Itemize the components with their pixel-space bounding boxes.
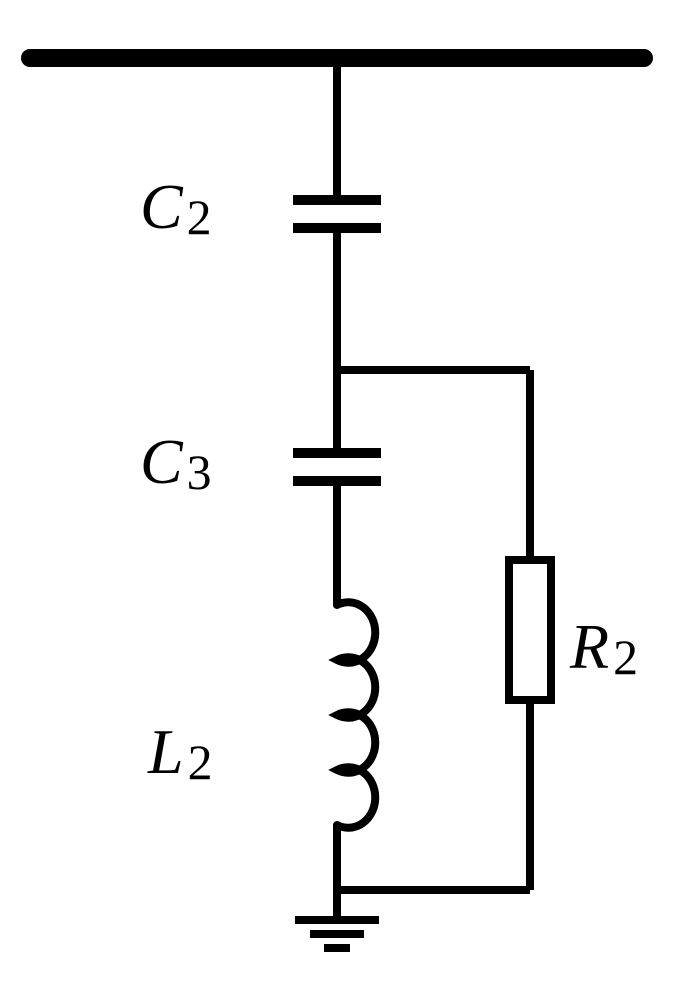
label-r2-sub: 2 [613,630,638,685]
label-c3: C3 [140,425,212,499]
label-c2-letter: C [140,171,183,242]
circuit-svg [0,0,674,1000]
label-l2-letter: L [148,716,184,787]
label-c2: C2 [140,170,212,244]
label-c3-letter: C [140,426,183,497]
label-r2-letter: R [570,611,609,682]
label-c3-sub: 3 [187,445,212,500]
circuit-canvas: C2 C3 L2 R2 [0,0,674,1000]
label-l2-sub: 2 [188,735,213,790]
label-c2-sub: 2 [187,190,212,245]
label-l2: L2 [148,715,213,789]
label-r2: R2 [570,610,638,684]
